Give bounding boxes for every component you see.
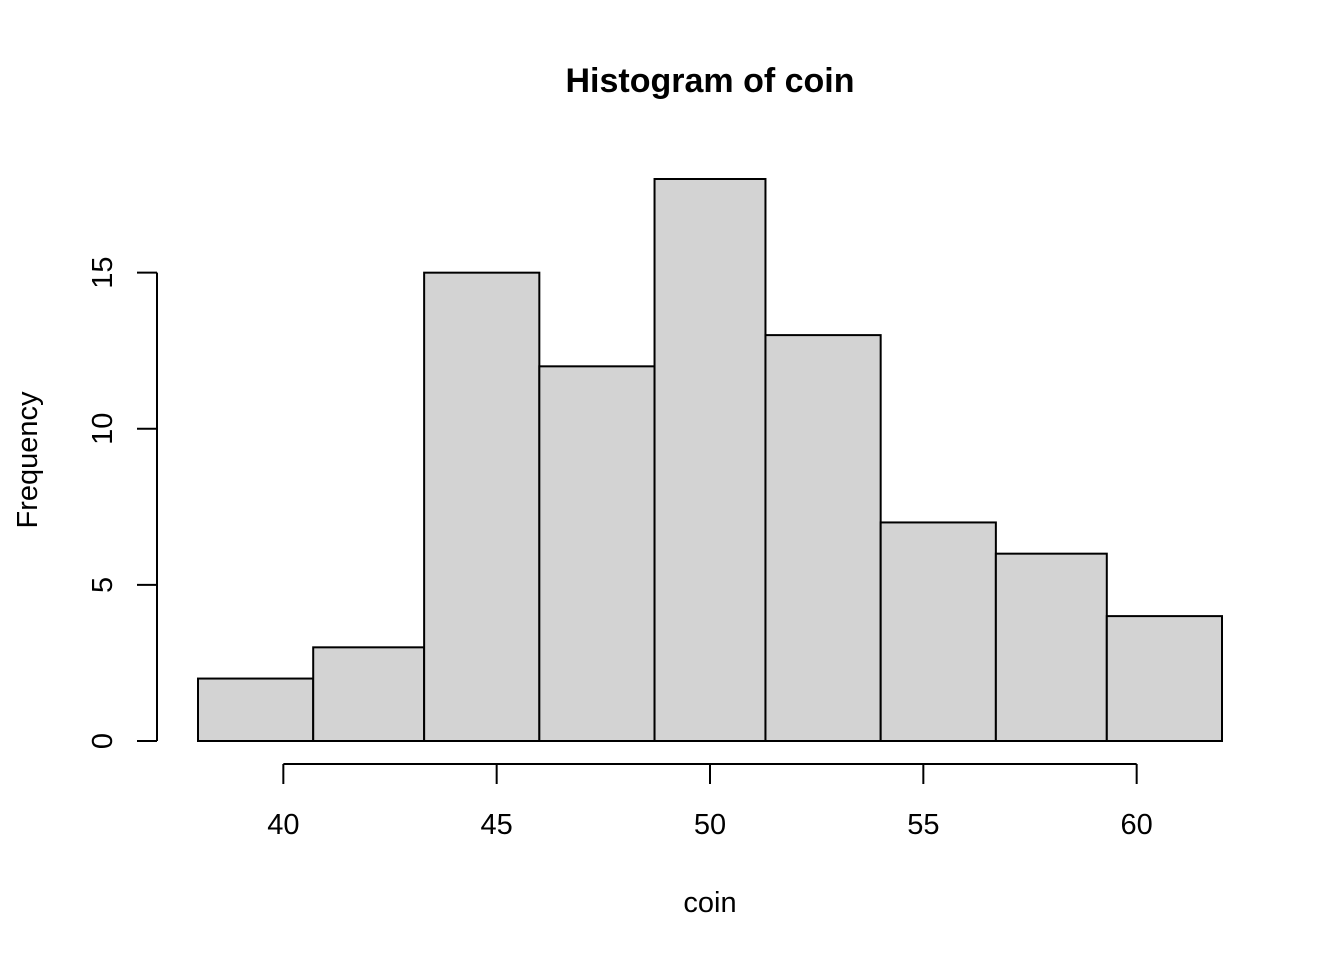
histogram-bar-7	[879, 521, 997, 743]
y-tick-label: 5	[87, 577, 119, 593]
x-tick-label: 50	[694, 809, 726, 841]
x-axis: 40 45 50 55 60	[267, 763, 1153, 841]
y-tick-label: 0	[87, 733, 119, 749]
histogram-bar-2	[312, 646, 426, 742]
histogram-bar-9	[1105, 615, 1224, 742]
histogram-bar-3	[423, 271, 541, 742]
y-tick-label: 10	[87, 413, 119, 445]
chart-title: Histogram of coin	[565, 62, 854, 100]
x-tick-label: 60	[1121, 809, 1153, 841]
x-tick-label: 40	[267, 809, 299, 841]
y-axis: 0 5 10 15	[87, 257, 158, 749]
histogram-bar-6	[764, 334, 882, 742]
x-axis-label: coin	[683, 887, 736, 919]
x-tick-label: 55	[907, 809, 939, 841]
y-tick-label: 15	[87, 257, 119, 289]
histogram-bar-5	[653, 178, 767, 742]
histogram-bar-1	[197, 677, 315, 742]
x-tick-label: 45	[481, 809, 513, 841]
histogram-bar-8	[994, 552, 1108, 743]
histogram-bar-4	[538, 365, 656, 742]
bars-group	[197, 178, 1224, 743]
y-axis-label: Frequency	[12, 391, 44, 529]
